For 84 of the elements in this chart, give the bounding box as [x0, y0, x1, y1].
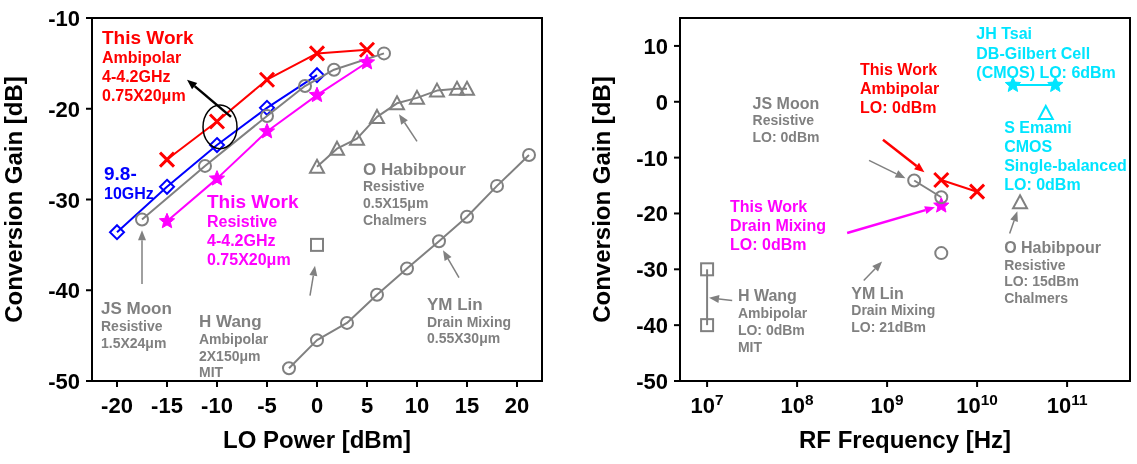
point	[329, 140, 345, 156]
annotation: JS Moon Resistive LO: 0dBm	[752, 94, 820, 146]
annotation: S Emami CMOS Single-balanced LO: 0dBm	[1004, 118, 1127, 194]
annotation: H Wang Ambipolar 2X150μm MIT	[199, 311, 269, 381]
point	[400, 261, 414, 276]
y-tick-label: -50	[636, 369, 668, 394]
annotation: YM Lin Drain Mixing LO: 21dBm	[851, 284, 936, 336]
y-tick-label: -30	[636, 257, 668, 283]
x-tick-label: 10$^{8}$	[780, 390, 815, 418]
point	[309, 67, 325, 84]
point	[135, 212, 149, 227]
point	[158, 212, 176, 229]
point	[308, 44, 326, 62]
point	[109, 224, 125, 241]
annotation: This Work Ambipolar LO: 0dBm	[860, 60, 940, 117]
point	[389, 95, 405, 111]
point	[198, 158, 212, 173]
point	[358, 41, 376, 59]
x-axis-title: RF Frequency [Hz]	[798, 426, 1012, 453]
point	[310, 333, 324, 348]
annotation: This Work Drain Mixing LO: 0dBm	[730, 198, 827, 254]
point	[429, 82, 445, 98]
point	[409, 89, 425, 105]
y-tick-label: -40	[48, 278, 80, 304]
point	[369, 108, 385, 124]
y-tick-label: -10	[636, 145, 668, 171]
y-tick-label: -50	[48, 369, 80, 394]
y-tick-label: -20	[636, 201, 668, 227]
annotation: O Habibpour Resistive LO: 15dBm Chalmers	[1004, 238, 1102, 307]
x-tick-label: -10	[201, 393, 233, 418]
x-tick-label: -15	[151, 393, 183, 418]
point	[370, 287, 384, 302]
point	[309, 158, 325, 174]
point	[258, 122, 276, 139]
point	[340, 315, 354, 330]
point	[260, 109, 274, 124]
y-tick-label: -40	[636, 313, 668, 339]
point	[459, 80, 475, 96]
point	[308, 86, 326, 103]
y-tick-label: -10	[48, 6, 80, 31]
point	[358, 53, 376, 70]
annotation: 9.8- 10GHz	[104, 162, 154, 202]
point	[258, 71, 276, 89]
point	[460, 209, 474, 224]
annotation: This Work Resistive 4-4.2GHz 0.75X20μm	[207, 190, 299, 269]
x-tick-label: 10	[404, 393, 430, 418]
point	[159, 178, 175, 195]
annotation: YM Lin Drain Mixing 0.55X30μm	[427, 294, 512, 347]
point	[310, 237, 324, 252]
point	[208, 170, 226, 186]
x-tick-label: 0	[310, 393, 324, 418]
point	[282, 361, 296, 376]
x-tick-label: 5	[360, 393, 374, 418]
y-tick-label: 0	[655, 89, 668, 115]
y-tick-label: 10	[643, 33, 668, 59]
annotation: This Work Ambipolar 4-4.2GHz 0.75X20μm	[102, 26, 194, 105]
annotation: JH Tsai DB-Gilbert Cell (CMOS) LO: 6dBm	[976, 25, 1116, 81]
point	[490, 178, 504, 193]
point	[522, 148, 536, 163]
x-tick-label: 20	[504, 393, 530, 418]
x-tick-label: 10$^{10}$	[956, 390, 998, 418]
x-axis-title: LO Power [dBm]	[222, 426, 412, 453]
point	[298, 79, 312, 94]
point	[449, 80, 465, 96]
annotation: JS Moon Resistive 1.5X24μm	[101, 299, 172, 351]
x-tick-label: -20	[101, 393, 133, 418]
point	[377, 46, 391, 61]
point	[349, 130, 365, 146]
point	[432, 234, 446, 249]
x-tick-label: 10$^{9}$	[870, 390, 904, 418]
annotation: H Wang Ambipolar LO: 0dBm MIT	[737, 287, 808, 355]
x-tick-label: -5	[257, 393, 277, 418]
y-tick-label: -20	[48, 96, 80, 122]
annotation: O Habibpour Resistive 0.5X15μm Chalmers	[363, 159, 467, 228]
y-tick-label: -30	[48, 187, 80, 213]
y-axis-title: Conversion Gain [dB]	[0, 76, 27, 323]
point	[158, 151, 176, 169]
x-tick-label: 10$^{11}$	[1046, 390, 1088, 418]
y-axis-title: Conversion Gain [dB]	[588, 76, 615, 323]
x-tick-label: 15	[454, 393, 480, 418]
x-tick-label: 10$^{7}$	[690, 390, 724, 418]
point	[327, 62, 341, 77]
point	[209, 137, 225, 154]
point	[259, 99, 275, 116]
